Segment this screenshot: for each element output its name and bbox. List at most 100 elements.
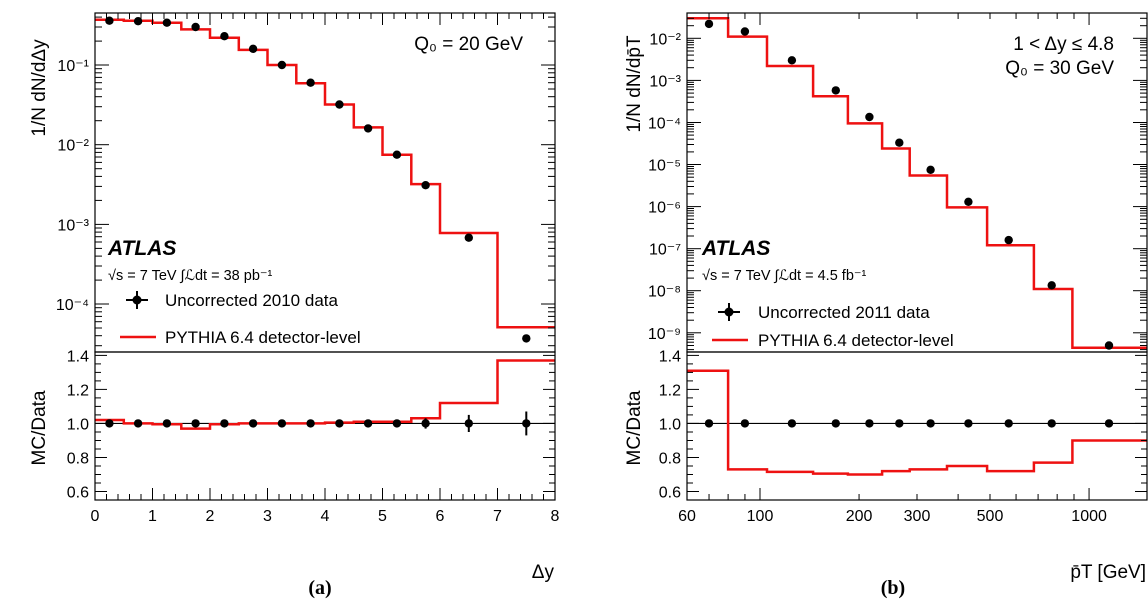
y-tick-label: 10⁻⁸ <box>648 284 681 301</box>
y-tick-label: 10⁻² <box>649 31 681 48</box>
data-point <box>1004 235 1013 245</box>
data-point <box>740 27 750 36</box>
xlabel: Δy <box>532 562 555 583</box>
ylabel-main: 1/N dN/dΔy <box>29 39 50 137</box>
ratio-point <box>1047 419 1056 428</box>
ratio-y-tick-label: 1.0 <box>67 416 89 433</box>
luminosity-label: √s = 7 TeV ∫ℒdt = 4.5 fb⁻¹ <box>702 268 867 284</box>
xlabel: p̄T [GeV] <box>1070 562 1146 583</box>
ratio-point <box>926 419 935 428</box>
ratio-point <box>421 419 430 428</box>
ratio-point <box>787 419 797 428</box>
ratio-y-tick-label: 0.8 <box>659 451 681 468</box>
annotation-dy: 1 < Δy ≤ 4.8 <box>1013 34 1114 55</box>
ratio-pad-frame <box>686 351 1148 501</box>
x-tick-label: 8 <box>551 508 560 525</box>
legend-mc-label: PYTHIA 6.4 detector-level <box>758 331 954 350</box>
ratio-y-tick-label: 1.2 <box>67 382 89 399</box>
mc-step-line <box>687 17 1147 350</box>
x-tick-label: 500 <box>977 508 1004 525</box>
ratio-point <box>105 419 114 428</box>
legend-data-marker <box>126 291 148 309</box>
ratio-point <box>162 419 172 428</box>
data-point <box>522 334 531 343</box>
panel-label: (a) <box>308 577 331 599</box>
data-point <box>421 181 430 190</box>
data-point <box>704 19 714 29</box>
mc-ratio-step-line <box>95 359 555 430</box>
x-tick-label: 5 <box>378 508 387 525</box>
ratio-point <box>865 419 874 428</box>
x-tick-label: 300 <box>904 508 931 525</box>
y-tick-label: 10⁻³ <box>57 217 89 234</box>
ratio-point <box>740 419 750 428</box>
data-point <box>926 165 935 174</box>
data-point <box>363 124 373 133</box>
x-tick-label: 4 <box>321 508 330 525</box>
legend: Uncorrected 2010 data PYTHIA 6.4 detecto… <box>120 291 361 347</box>
ratio-point <box>964 419 973 428</box>
ratio-point <box>133 419 143 428</box>
x-tick-label: 0 <box>91 508 100 525</box>
data-point <box>787 56 797 65</box>
ratio-point <box>392 419 402 428</box>
y-tick-label: 10⁻² <box>57 138 89 155</box>
y-tick-label: 10⁻⁴ <box>56 297 89 314</box>
mc-ratio-step-line <box>687 369 1147 476</box>
data-point <box>1104 341 1114 350</box>
ratio-y-tick-label: 1.4 <box>659 348 681 365</box>
ratio-point <box>1004 419 1013 428</box>
panel-a: 0 1 2 3 4 5 6 7 8 10⁻¹ 10⁻² 10⁻³ 10⁻⁴ 1.4 1.2 1.0 0.8 0.6… <box>29 12 560 599</box>
data-point <box>865 112 874 122</box>
ratio-point <box>1104 419 1114 428</box>
x-tick-label: 3 <box>263 508 272 525</box>
data-point <box>162 18 172 27</box>
y-tick-label: 10⁻³ <box>649 73 681 90</box>
ratio-point <box>306 419 315 428</box>
data-point <box>133 17 143 26</box>
y-tick-label: 10⁻⁶ <box>648 200 681 217</box>
ratio-point <box>464 419 473 428</box>
x-tick-label: 7 <box>493 508 502 525</box>
y-tick-label: 10⁻¹ <box>57 58 89 75</box>
ratio-y-tick-label: 1.0 <box>659 416 681 433</box>
ratio-y-tick-label: 0.8 <box>67 451 89 468</box>
data-point <box>335 100 344 109</box>
data-point <box>1047 281 1056 290</box>
panel-b: 60 100 200 300 500 1000 10⁻² 10⁻³ 10⁻⁴ 10⁻⁵ 10⁻⁶ 10… <box>624 12 1148 599</box>
annotation-q0: Q₀ = 20 GeV <box>414 34 523 55</box>
y-tick-label: 10⁻⁹ <box>648 326 681 343</box>
data-point <box>464 233 473 242</box>
data-point <box>191 22 200 32</box>
atlas-label: ATLAS <box>107 237 176 260</box>
data-point <box>306 78 315 87</box>
ratio-point <box>220 419 229 428</box>
legend-data-label: Uncorrected 2011 data <box>758 303 930 322</box>
data-point <box>220 32 229 41</box>
ylabel-ratio: MC/Data <box>624 390 645 465</box>
y-tick-label: 10⁻⁵ <box>648 158 681 175</box>
data-point <box>831 86 840 95</box>
ratio-y-tick-label: 1.2 <box>659 382 681 399</box>
ylabel-ratio: MC/Data <box>29 390 50 465</box>
ratio-point <box>248 419 258 428</box>
ylabel-main: 1/N dN/dp̄T <box>624 35 645 133</box>
ratio-point <box>335 419 344 428</box>
ratio-point <box>704 419 714 428</box>
legend-data-label: Uncorrected 2010 data <box>165 291 338 310</box>
ratio-point <box>191 419 200 428</box>
x-tick-label: 200 <box>846 508 873 525</box>
ratio-point <box>895 419 904 428</box>
annotation-q0: Q₀ = 30 GeV <box>1005 58 1114 79</box>
y-tick-label: 10⁻⁷ <box>649 242 681 259</box>
ratio-y-tick-label: 0.6 <box>659 485 681 502</box>
data-point <box>964 197 973 206</box>
atlas-label: ATLAS <box>701 237 770 260</box>
legend: Uncorrected 2011 data PYTHIA 6.4 detecto… <box>712 303 954 350</box>
ratio-point <box>522 419 531 428</box>
x-tick-label: 2 <box>206 508 215 525</box>
ratio-y-tick-label: 1.4 <box>67 348 89 365</box>
data-point <box>895 138 904 147</box>
x-tick-label: 60 <box>678 508 696 525</box>
